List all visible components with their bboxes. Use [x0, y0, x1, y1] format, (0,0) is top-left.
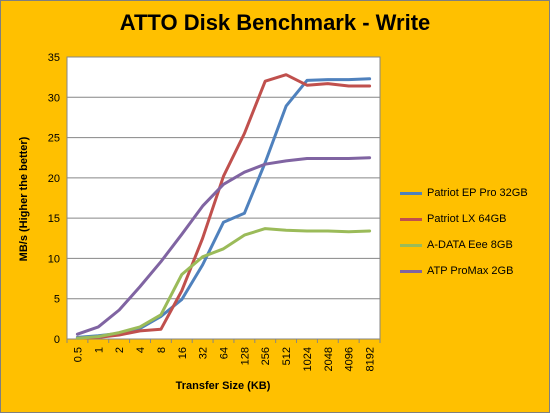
y-tick-label: 10: [48, 253, 60, 265]
legend-item: A-DATA Eee 8GB: [400, 232, 545, 258]
legend-swatch: [400, 243, 422, 247]
y-tick-label: 20: [48, 173, 60, 185]
legend-label: ATP ProMax 2GB: [427, 265, 514, 277]
x-tick-labels: 0.5 1 2 4 8 16 32 64 128 256 512 1024 2048 4096 8192: [66, 339, 381, 371]
y-axis-label: MB/s (Higher the better): [18, 136, 30, 261]
x-tick-label: 4: [135, 347, 147, 353]
series-lines: [75, 73, 372, 340]
y-tick-label: 35: [48, 52, 60, 64]
legend-item: Patriot EP Pro 32GB: [400, 180, 545, 206]
x-tick-label: 128: [239, 347, 251, 365]
legend: Patriot EP Pro 32GB Patriot LX 64GB A-DATA…: [400, 180, 545, 284]
y-tick-label: 5: [54, 294, 60, 306]
series-line-3: [75, 227, 372, 340]
legend-swatch: [400, 191, 422, 195]
y-tick-labels: 0 5 10 15 20 25 30 35: [48, 52, 60, 346]
x-tick-label: 2048: [323, 347, 335, 371]
legend-label: A-DATA Eee 8GB: [427, 239, 513, 251]
y-tick-label: 15: [48, 213, 60, 225]
legend-label: Patriot LX 64GB: [427, 213, 507, 225]
plot-area: [66, 56, 381, 340]
x-tick-label: 2: [114, 347, 126, 353]
legend-label: Patriot EP Pro 32GB: [427, 187, 528, 199]
x-tick-label: 512: [281, 347, 293, 365]
x-tick-label: 16: [177, 347, 189, 359]
legend-item: Patriot LX 64GB: [400, 206, 545, 232]
y-tick-label: 30: [48, 92, 60, 104]
legend-item: ATP ProMax 2GB: [400, 258, 545, 284]
gridlines: [67, 96, 380, 300]
x-tick-label: 0.5: [72, 347, 84, 362]
legend-swatch: [400, 217, 422, 221]
series-line-2: [75, 73, 372, 340]
y-tick-label: 25: [48, 133, 60, 145]
chart-title: ATTO Disk Benchmark - Write: [119, 10, 431, 35]
x-tick-label: 1024: [302, 347, 314, 371]
x-axis-label: Transfer Size (KB): [176, 380, 271, 392]
series-line-4: [75, 156, 372, 336]
x-tick-label: 64: [219, 347, 231, 359]
x-tick-label: 1: [93, 347, 105, 353]
x-tick-label: 8: [156, 347, 168, 353]
x-tick-label: 4096: [344, 347, 356, 371]
legend-swatch: [400, 269, 422, 273]
x-tick-label: 8192: [365, 347, 377, 371]
x-tick-label: 256: [260, 347, 272, 365]
x-tick-label: 32: [198, 347, 210, 359]
y-tick-label: 0: [54, 334, 60, 346]
